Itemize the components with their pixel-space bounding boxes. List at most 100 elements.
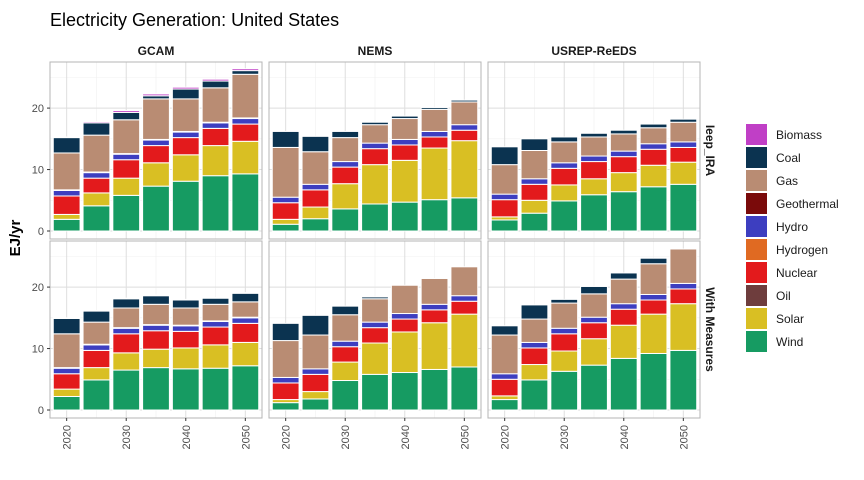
- x-tick-label: 2030: [559, 425, 571, 449]
- bar-segment-hydro-2020: [490, 193, 519, 201]
- bar-segment-solar-2035: [361, 342, 389, 375]
- bar-segment-gas-2050: [231, 301, 260, 318]
- bar-segment-solar-2040: [609, 324, 638, 359]
- x-tick-label: 2020: [500, 425, 512, 449]
- bar-segment-solar-2050: [669, 161, 698, 185]
- bar-segment-wind-2035: [142, 367, 170, 411]
- bar-segment-gas-2040: [609, 133, 638, 152]
- bar-segment-nuclear-2030: [550, 333, 579, 352]
- bar-segment-gas-2045: [420, 108, 449, 132]
- bar-segment-wind-2030: [550, 370, 579, 411]
- bar-segment-hydro-2045: [639, 143, 668, 150]
- bar-segment-gas-2050: [231, 73, 260, 119]
- x-tick-label: 2050: [678, 425, 690, 449]
- legend-swatch-nuclear: [746, 262, 767, 283]
- strip-label-ieep-ira: Ieep_IRA: [703, 125, 717, 177]
- bar-segment-gas-2020: [52, 333, 81, 369]
- bar-segment-solar-2045: [201, 344, 230, 369]
- bar-segment-nuclear-2030: [112, 159, 141, 179]
- bar-segment-hydro-2045: [420, 303, 449, 311]
- bar-segment-wind-2020: [271, 223, 300, 232]
- bar-segment-biomass-2035: [142, 294, 170, 297]
- bar-segment-gas-2050: [450, 266, 479, 297]
- bar-segment-gas-2050: [669, 121, 698, 143]
- bar-segment-gas-2040: [171, 98, 200, 132]
- bar-segment-wind-2025: [301, 398, 330, 411]
- bar-segment-nuclear-2045: [420, 136, 449, 149]
- bar-segment-coal-2045: [420, 106, 449, 110]
- bar-segment-solar-2035: [142, 348, 170, 369]
- bar-segment-solar-2045: [420, 147, 449, 201]
- bar-segment-hydro-2050: [450, 124, 479, 131]
- y-tick-label: 0: [38, 226, 44, 238]
- bar-segment-hydro-2025: [301, 368, 330, 375]
- bar-segment-hydro-2020: [490, 373, 519, 380]
- x-tick-label: 2020: [281, 425, 293, 449]
- bar-segment-wind-2050: [231, 365, 260, 411]
- bar-segment-biomass-2025: [82, 121, 111, 124]
- bar-segment-gas-2050: [669, 248, 698, 284]
- bar-segment-coal-2025: [82, 310, 111, 323]
- bar-segment-wind-2035: [142, 185, 170, 232]
- bar-segment-solar-2020: [52, 388, 81, 397]
- bar-segment-nuclear-2050: [669, 288, 698, 305]
- bar-segment-gas-2030: [331, 137, 360, 163]
- bar-segment-wind-2050: [450, 197, 479, 232]
- bar-segment-wind-2050: [669, 349, 698, 411]
- x-tick-label: 2040: [181, 425, 193, 449]
- legend-swatch-coal: [746, 147, 767, 168]
- bar-segment-gas-2020: [490, 164, 519, 195]
- bar-segment-gas-2050: [450, 101, 479, 126]
- bar-segment-solar-2025: [82, 367, 111, 381]
- legend-label-hydro: Hydro: [776, 220, 808, 234]
- bar-segment-nuclear-2035: [361, 327, 389, 344]
- bar-segment-gas-2040: [390, 118, 419, 140]
- bar-segment-wind-2040: [171, 180, 200, 232]
- legend-swatch-geothermal: [746, 193, 767, 214]
- legend-label-oil: Oil: [776, 289, 791, 303]
- legend-item-wind: Wind: [746, 331, 803, 352]
- bar-segment-coal-2050: [231, 292, 260, 303]
- bar-segment-gas-2045: [201, 87, 230, 123]
- bar-segment-nuclear-2045: [420, 309, 449, 324]
- bar-segment-solar-2050: [450, 313, 479, 368]
- bar-segment-hydro-2035: [580, 155, 608, 163]
- bar-segment-coal-2045: [639, 257, 668, 265]
- x-tick-label: 2040: [619, 425, 631, 449]
- legend-label-solar: Solar: [776, 312, 804, 326]
- bar-segment-wind-2045: [201, 367, 230, 411]
- bar-segment-solar-2045: [639, 313, 668, 354]
- panel-border: [268, 240, 482, 419]
- bar-segment-solar-2035: [580, 178, 608, 196]
- bar-segment-nuclear-2025: [82, 177, 111, 194]
- y-tick-label: 10: [32, 165, 44, 177]
- bar-segment-wind-2020: [52, 395, 81, 411]
- bar-segment-solar-2050: [450, 140, 479, 199]
- legend-label-wind: Wind: [776, 335, 803, 349]
- bar-segment-biomass-2045: [201, 78, 230, 82]
- bar-segment-wind-2025: [520, 379, 549, 411]
- bar-segment-wind-2040: [390, 201, 419, 232]
- bar-segment-nuclear-2050: [450, 129, 479, 142]
- bar-segment-biomass-2020: [52, 136, 81, 139]
- legend-item-geothermal: Geothermal: [746, 193, 839, 214]
- bar-segment-coal-2025: [520, 304, 549, 320]
- bar-segment-gas-2040: [609, 278, 638, 305]
- legend: Biomass Coal Gas Geothermal Hydro Hydrogen Nuc…: [746, 124, 839, 352]
- chart-title: Electricity Generation: United States: [50, 10, 339, 30]
- legend-swatch-solar: [746, 308, 767, 329]
- bar-segment-solar-2035: [142, 162, 170, 187]
- bar-segment-hydro-2035: [142, 139, 170, 147]
- bar-segment-solar-2020: [52, 213, 81, 220]
- panel-ieep-ira-usrep-reeds: [487, 61, 701, 240]
- bar-segment-solar-2035: [580, 338, 608, 366]
- bar-segment-solar-2025: [301, 206, 330, 220]
- bar-segment-solar-2045: [201, 145, 230, 177]
- bar-segment-solar-2050: [231, 341, 260, 367]
- bar-segment-nuclear-2035: [142, 145, 170, 164]
- bar-segment-hydro-2025: [82, 172, 111, 179]
- bar-segment-biomass-2025: [82, 309, 111, 312]
- bar-segment-biomass-2030: [112, 297, 141, 300]
- bar-segment-wind-2045: [420, 368, 449, 411]
